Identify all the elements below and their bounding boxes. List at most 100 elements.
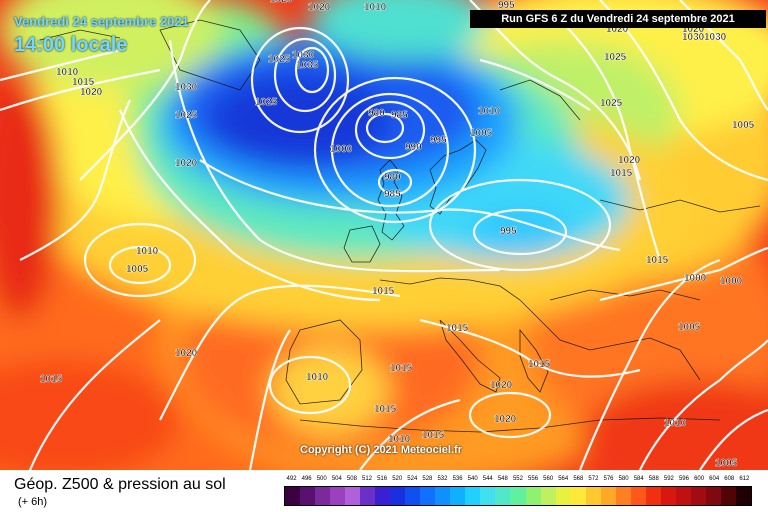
scale-value-labels: 492 496 500 504 508 512 516 520 524 528 532 536 540 5… <box>284 472 752 486</box>
pressure-label: 1020 <box>308 2 331 13</box>
scale-color-swatch <box>465 487 481 505</box>
pressure-label: 995 <box>498 0 515 11</box>
map-title: Géop. Z500 & pression au sol <box>14 476 226 493</box>
scale-value-label: 580 <box>618 476 629 482</box>
copyright-notice: Copyright (C) 2021 Meteociel.fr <box>300 444 462 456</box>
scale-color-swatch <box>540 487 556 505</box>
pressure-label: 1010 <box>306 372 329 383</box>
scale-value-label: 612 <box>739 476 750 482</box>
scale-color-swatch <box>630 487 646 505</box>
pressure-label: 1025 <box>175 110 198 121</box>
pressure-label: 1020 <box>175 158 198 169</box>
pressure-label: 1010 <box>56 67 79 78</box>
scale-value-label: 564 <box>558 476 569 482</box>
pressure-label: 1005 <box>470 128 493 139</box>
scale-color-swatch <box>585 487 601 505</box>
scale-value-label: 572 <box>588 476 599 482</box>
pressure-label: 995 <box>430 135 447 146</box>
scale-color-swatch <box>660 487 676 505</box>
scale-value-label: 524 <box>407 476 418 482</box>
scale-color-swatch <box>705 487 721 505</box>
scale-color-swatch <box>390 487 406 505</box>
scale-color-swatch <box>345 487 361 505</box>
pressure-label: 1020 <box>80 87 103 98</box>
pressure-label: 1000 <box>330 144 353 155</box>
scale-color-swatch <box>330 487 346 505</box>
pressure-label: 1030 <box>704 32 727 43</box>
scale-color-swatches <box>284 486 752 506</box>
pressure-label: 1020 <box>606 24 629 35</box>
weather-map: 1020 1010 1015 1020 1030 1025 1020 1035 … <box>0 0 768 470</box>
scale-color-swatch <box>360 487 376 505</box>
scale-value-label: 544 <box>482 476 493 482</box>
scale-color-swatch <box>285 487 301 505</box>
pressure-label: 990 <box>405 142 422 153</box>
forecast-date: Vendredi 24 septembre 2021 <box>14 14 189 29</box>
pressure-label: 1030 <box>682 32 705 43</box>
pressure-label: 1025 <box>604 52 627 63</box>
scale-value-label: 600 <box>694 476 705 482</box>
pressure-label: 1010 <box>478 106 501 117</box>
scale-value-label: 492 <box>286 476 297 482</box>
scale-color-swatch <box>435 487 451 505</box>
scale-value-label: 592 <box>663 476 674 482</box>
scale-color-swatch <box>525 487 541 505</box>
scale-color-swatch <box>450 487 466 505</box>
forecast-time: 14:00 locale <box>14 34 128 56</box>
pressure-label: 985 <box>384 189 401 200</box>
scale-color-swatch <box>480 487 496 505</box>
scale-color-swatch <box>495 487 511 505</box>
scale-value-label: 528 <box>422 476 433 482</box>
pressure-labels: 1020 1010 1015 1020 1030 1025 1020 1035 … <box>40 0 755 469</box>
scale-value-label: 596 <box>678 476 689 482</box>
scale-value-label: 500 <box>316 476 327 482</box>
scale-value-label: 540 <box>467 476 478 482</box>
pressure-label: 1015 <box>422 430 445 441</box>
scale-color-swatch <box>690 487 706 505</box>
scale-value-label: 508 <box>346 476 357 482</box>
pressure-label: 1025 <box>255 97 278 108</box>
scale-value-label: 604 <box>709 476 720 482</box>
pressure-label: 1015 <box>372 286 395 297</box>
scale-color-swatch <box>510 487 526 505</box>
pressure-label: 1020 <box>494 414 517 425</box>
pressure-label: 1015 <box>528 359 551 370</box>
pressure-label: 1020 <box>490 380 513 391</box>
scale-color-swatch <box>555 487 571 505</box>
scale-value-label: 584 <box>633 476 644 482</box>
pressure-label: 1020 <box>175 348 198 359</box>
scale-value-label: 512 <box>362 476 373 482</box>
pressure-label: 1000 <box>720 276 743 287</box>
pressure-label: 1010 <box>364 2 387 13</box>
map-footer: Géop. Z500 & pression au sol (+ 6h) 492 4… <box>0 470 768 512</box>
pressure-label: 1015 <box>72 77 95 88</box>
pressure-label: 980 <box>368 108 385 119</box>
scale-value-label: 520 <box>392 476 403 482</box>
pressure-label: 1015 <box>446 323 469 334</box>
pressure-label: 1005 <box>715 458 738 469</box>
scale-color-swatch <box>720 487 736 505</box>
scale-color-swatch <box>570 487 586 505</box>
scale-color-swatch <box>675 487 691 505</box>
pressure-label: 1005 <box>678 322 701 333</box>
forecast-offset: (+ 6h) <box>18 496 48 508</box>
pressure-label: 985 <box>391 110 408 121</box>
scale-color-swatch <box>375 487 391 505</box>
scale-color-swatch <box>405 487 421 505</box>
pressure-label: 1015 <box>40 374 63 385</box>
scale-value-label: 532 <box>437 476 448 482</box>
scale-value-label: 588 <box>648 476 659 482</box>
pressure-label: 1010 <box>136 246 159 257</box>
pressure-label: 980 <box>384 172 401 183</box>
pressure-label: 1015 <box>646 255 669 266</box>
pressure-label: 1015 <box>610 168 633 179</box>
pressure-label: 1025 <box>268 54 291 65</box>
scale-value-label: 516 <box>377 476 388 482</box>
pressure-label: 1020 <box>682 24 705 35</box>
pressure-label: 1015 <box>390 363 413 374</box>
scale-value-label: 548 <box>497 476 508 482</box>
pressure-label: 1000 <box>684 273 707 284</box>
color-scale-legend: 492 496 500 504 508 512 516 520 524 528 532 536 540 5… <box>284 472 752 508</box>
scale-value-label: 568 <box>573 476 584 482</box>
pressure-label: 1030 <box>292 50 315 61</box>
